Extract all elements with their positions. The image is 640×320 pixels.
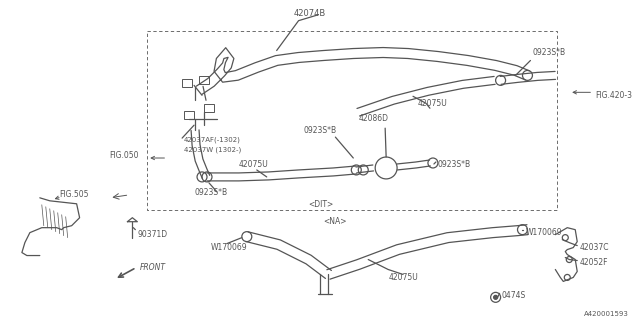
Text: W170069: W170069 (211, 243, 248, 252)
Text: 0923S*B: 0923S*B (532, 48, 566, 57)
Text: 0474S: 0474S (502, 291, 526, 300)
Text: 42074B: 42074B (294, 9, 326, 18)
Text: 42037W (1302-): 42037W (1302-) (184, 147, 241, 153)
Text: <DIT>: <DIT> (308, 200, 334, 209)
Text: FRONT: FRONT (140, 263, 165, 272)
Text: FIG.420-3: FIG.420-3 (595, 91, 632, 100)
Text: <NA>: <NA> (323, 217, 347, 226)
FancyBboxPatch shape (184, 111, 194, 119)
Circle shape (493, 295, 498, 299)
Text: 0923S*B: 0923S*B (194, 188, 227, 197)
Text: FIG.050: FIG.050 (109, 150, 139, 160)
FancyBboxPatch shape (199, 76, 209, 84)
Text: 42075U: 42075U (388, 273, 418, 282)
Text: 42086D: 42086D (358, 114, 388, 123)
FancyBboxPatch shape (204, 104, 214, 112)
Text: 90371D: 90371D (138, 230, 168, 239)
Text: 42037C: 42037C (579, 243, 609, 252)
Text: 0923S*B: 0923S*B (303, 126, 337, 135)
Text: 42075U: 42075U (239, 160, 269, 170)
Text: W170069: W170069 (525, 228, 562, 237)
Text: 42052F: 42052F (579, 258, 608, 267)
Text: 42037AF(-1302): 42037AF(-1302) (184, 137, 241, 143)
Text: 0923S*B: 0923S*B (438, 160, 471, 170)
Text: 42075U: 42075U (418, 99, 448, 108)
Text: A420001593: A420001593 (584, 311, 629, 317)
Text: FIG.505: FIG.505 (60, 190, 89, 199)
FancyBboxPatch shape (182, 79, 192, 87)
